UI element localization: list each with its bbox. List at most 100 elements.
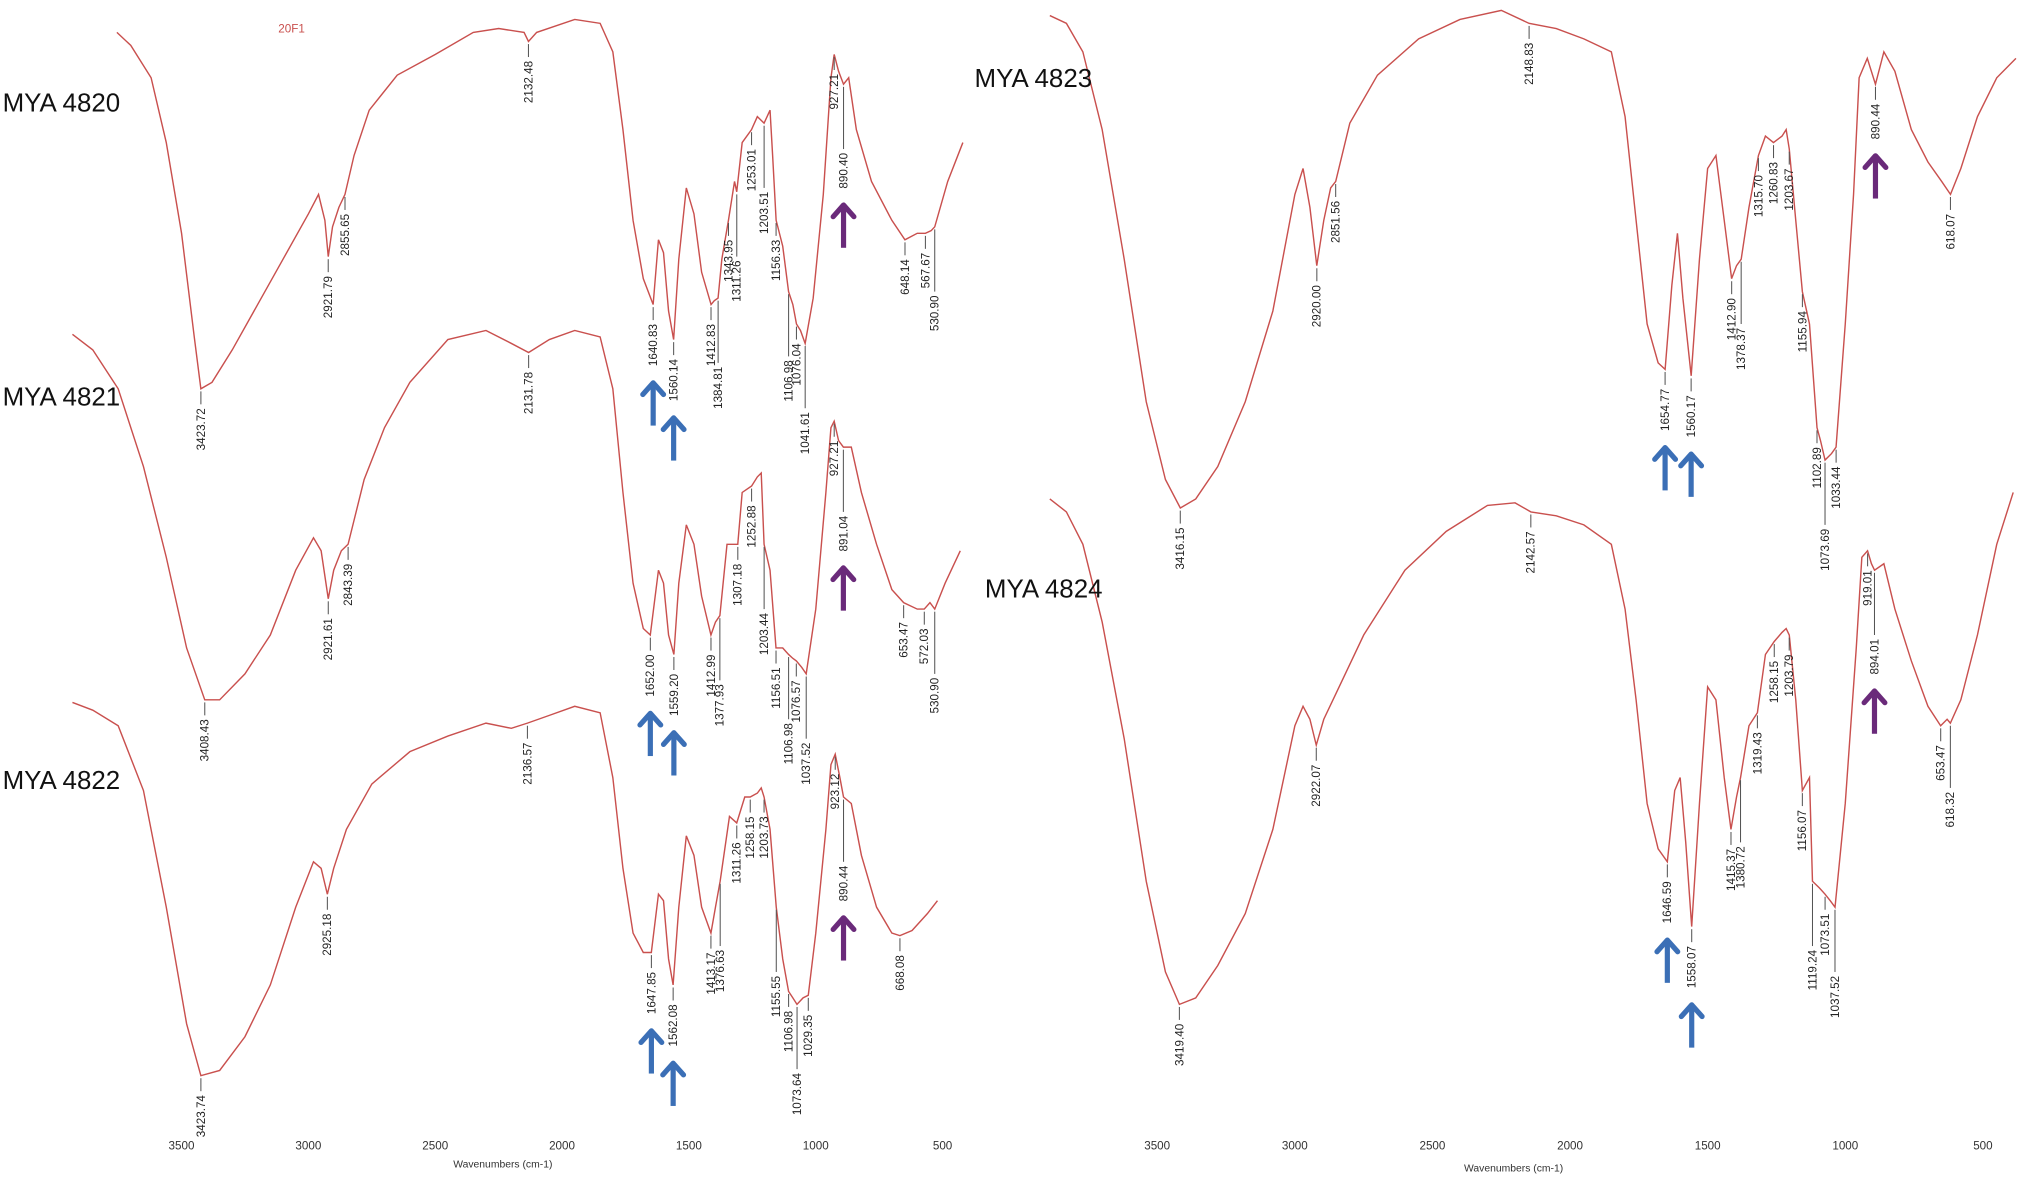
peak-label: 1260.83 xyxy=(1767,162,1780,204)
peak-label: 2142.57 xyxy=(1525,531,1538,573)
peak-label: 1562.08 xyxy=(667,1004,680,1046)
peak-label: 1415.37 xyxy=(1725,849,1738,891)
peak-label: 653.47 xyxy=(1935,745,1948,781)
peak-label: 1378.37 xyxy=(1735,328,1748,370)
peak-label: 1076.04 xyxy=(790,343,803,386)
peak-label: 1106.98 xyxy=(782,723,795,764)
peak-label: 1380.72 xyxy=(1734,846,1747,888)
arrow-head xyxy=(1862,153,1889,171)
peak-label: 2921.79 xyxy=(322,276,335,318)
peak-label: 2855.65 xyxy=(339,214,352,256)
peak-label: 2843.39 xyxy=(342,564,355,606)
series-name: MYA 4821 xyxy=(3,384,121,412)
arrow-head xyxy=(660,1060,687,1078)
arrow-head xyxy=(1654,937,1681,955)
x-tick-label: 2000 xyxy=(549,1139,575,1152)
annotation: 20F1 xyxy=(278,22,305,35)
peak-label: 668.08 xyxy=(894,955,907,991)
x-tick-label: 1000 xyxy=(1832,1139,1858,1152)
arrow-head xyxy=(1678,451,1705,469)
peak-label: 653.47 xyxy=(898,622,911,658)
peak-label: 894.01 xyxy=(1868,639,1881,675)
peak-label: 1203.73 xyxy=(758,816,771,858)
peak-label: 1041.61 xyxy=(799,412,812,454)
arrow-head xyxy=(1652,445,1679,462)
peak-label: 567.67 xyxy=(919,253,932,289)
x-tick-label: 3000 xyxy=(295,1139,321,1152)
spectrum-line xyxy=(72,329,961,701)
peak-label: 1252.88 xyxy=(745,505,758,547)
peak-label: 1203.79 xyxy=(1783,654,1796,696)
arrow-head xyxy=(1678,1002,1705,1020)
peak-label: 2920.00 xyxy=(1311,285,1324,328)
peak-label: 1646.59 xyxy=(1661,881,1674,923)
x-tick-label: 1500 xyxy=(676,1139,702,1152)
peak-label: 1253.01 xyxy=(745,149,758,191)
peak-label: 3419.40 xyxy=(1173,1023,1186,1066)
x-tick-label: 500 xyxy=(1973,1139,1993,1152)
peak-label: 1037.52 xyxy=(800,743,813,785)
x-tick-label: 2500 xyxy=(1419,1139,1445,1152)
peak-label: 1640.83 xyxy=(647,324,660,366)
peak-label: 1037.52 xyxy=(1829,976,1842,1018)
peak-label: 1106.98 xyxy=(782,360,795,401)
peak-label: 1413.17 xyxy=(705,953,718,995)
arrow-head xyxy=(660,415,687,433)
peak-label: 1560.17 xyxy=(1685,395,1698,437)
peak-label: 2925.18 xyxy=(321,914,334,956)
peak-label: 1343.95 xyxy=(722,240,735,282)
peak-label: 1258.15 xyxy=(744,816,757,858)
peak-label: 3423.72 xyxy=(195,408,208,450)
spectrum-line xyxy=(116,18,964,390)
peak-label: 2132.48 xyxy=(522,61,535,103)
peak-label: 1652.00 xyxy=(644,654,657,697)
peak-label: 648.14 xyxy=(899,259,912,295)
series-name: MYA 4822 xyxy=(3,767,121,795)
arrow-head xyxy=(830,915,857,933)
peak-label: 2136.57 xyxy=(521,743,534,785)
peak-label: 1559.20 xyxy=(668,673,681,716)
peak-label: 891.04 xyxy=(837,515,850,551)
peak-label: 1647.85 xyxy=(645,972,658,1014)
peak-label: 1311.26 xyxy=(731,260,744,301)
peak-label: 2921.61 xyxy=(322,618,335,660)
peak-label: 1412.99 xyxy=(705,654,718,696)
peak-label: 1558.07 xyxy=(1686,946,1699,988)
x-tick-label: 500 xyxy=(933,1139,953,1152)
peak-label: 1106.98 xyxy=(782,1011,795,1052)
peak-label: 1203.51 xyxy=(758,192,771,234)
arrow-head xyxy=(830,202,857,220)
peak-label: 1412.83 xyxy=(705,324,718,366)
x-tick-label: 1000 xyxy=(803,1139,829,1152)
peak-label: 1073.64 xyxy=(791,1073,804,1116)
peak-label: 1412.90 xyxy=(1726,298,1739,341)
peak-label: 1029.35 xyxy=(802,1015,815,1057)
peak-label: 890.44 xyxy=(837,865,850,901)
peak-label: 1119.24 xyxy=(1806,949,1819,990)
peak-label: 1155.94 xyxy=(1796,311,1809,353)
x-tick-label: 2500 xyxy=(422,1139,448,1152)
peak-label: 3408.43 xyxy=(199,719,212,761)
x-tick-label: 3500 xyxy=(1144,1139,1170,1152)
peak-label: 1203.67 xyxy=(1783,168,1796,210)
peak-label: 1156.51 xyxy=(770,667,783,708)
arrow-head xyxy=(638,1028,665,1046)
series-name: MYA 4820 xyxy=(3,89,121,117)
peak-label: 530.90 xyxy=(929,295,942,331)
peak-label: 927.21 xyxy=(828,74,841,110)
peak-label: 923.12 xyxy=(829,774,842,810)
arrow-head xyxy=(660,730,687,747)
peak-label: 1258.15 xyxy=(1768,661,1781,703)
peak-label: 1315.70 xyxy=(1752,174,1765,217)
spectrum-line xyxy=(1049,492,2014,1006)
peak-label: 3423.74 xyxy=(195,1095,208,1138)
arrow-head xyxy=(637,710,664,728)
peak-label: 1654.77 xyxy=(1659,389,1672,431)
peak-label: 1073.51 xyxy=(1819,914,1832,956)
x-tick-label: 3500 xyxy=(169,1139,195,1152)
peak-label: 1560.14 xyxy=(668,358,681,401)
peak-label: 1307.18 xyxy=(732,564,745,606)
spectrum-line xyxy=(1049,9,2017,510)
